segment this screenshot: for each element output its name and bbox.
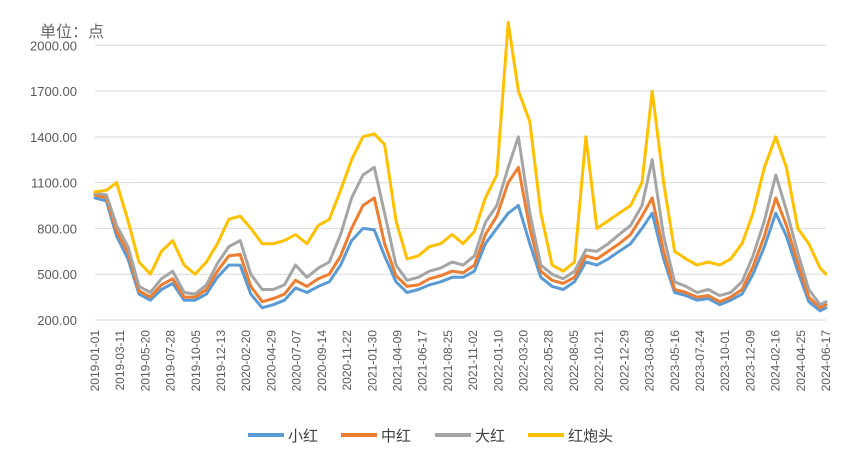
x-tick-label: 2020-02-20 bbox=[239, 330, 253, 392]
x-tick-label: 2023-07-24 bbox=[693, 330, 707, 392]
series-line-1 bbox=[93, 165, 828, 310]
x-tick-label: 2023-10-01 bbox=[718, 330, 732, 392]
x-tick-label: 2019-03-11 bbox=[113, 330, 127, 391]
y-tick-label: 2000.00 bbox=[30, 38, 77, 53]
x-tick-label: 2019-12-13 bbox=[214, 330, 228, 392]
x-tick-label: 2024-04-25 bbox=[794, 330, 808, 392]
legend-label-3: 红炮头 bbox=[568, 427, 613, 445]
x-axis-ticks: 2019-01-01 2019-03-11 2019-05-20 2019-07-28… bbox=[88, 330, 833, 392]
x-tick-label: 2019-05-20 bbox=[138, 330, 152, 392]
y-tick-label: 1100.00 bbox=[31, 176, 77, 191]
x-tick-label: 2022-12-29 bbox=[617, 330, 631, 392]
y-tick-label: 1700.00 bbox=[30, 84, 77, 99]
y-tick-label: 200.00 bbox=[37, 313, 77, 328]
x-tick-label: 2023-03-08 bbox=[643, 330, 657, 392]
legend: 小红 中红 大红 红炮头 bbox=[248, 427, 613, 445]
x-tick-label: 2021-06-17 bbox=[416, 330, 430, 392]
x-tick-label: 2020-11-22 bbox=[340, 330, 354, 391]
x-tick-label: 2022-01-10 bbox=[491, 330, 505, 392]
series-line-2 bbox=[93, 135, 828, 307]
x-tick-label: 2021-04-09 bbox=[390, 330, 404, 392]
x-tick-label: 2021-08-25 bbox=[441, 330, 455, 392]
y-tick-label: 500.00 bbox=[37, 267, 77, 282]
x-tick-label: 2020-09-14 bbox=[315, 330, 329, 392]
y-axis-ticks: 200.00 500.00 800.00 1100.00 1400.00 1700.00 2… bbox=[30, 38, 77, 328]
x-tick-label: 2019-01-01 bbox=[88, 330, 102, 392]
legend-label-1: 中红 bbox=[381, 427, 411, 445]
x-tick-label: 2021-01-30 bbox=[365, 330, 379, 392]
unit-label: 单位：点 bbox=[40, 22, 105, 41]
x-tick-label: 2023-12-09 bbox=[743, 330, 757, 392]
series-line-0 bbox=[93, 196, 828, 313]
x-tick-label: 2020-07-07 bbox=[290, 330, 304, 392]
y-tick-label: 800.00 bbox=[37, 221, 77, 236]
legend-label-0: 小红 bbox=[288, 427, 318, 445]
series-line-3 bbox=[93, 20, 828, 276]
x-tick-label: 2024-06-17 bbox=[819, 330, 833, 392]
x-tick-label: 2020-04-29 bbox=[264, 330, 278, 392]
legend-label-2: 大红 bbox=[475, 427, 505, 445]
x-tick-label: 2024-02-16 bbox=[769, 330, 783, 392]
x-tick-label: 2023-05-16 bbox=[668, 330, 682, 392]
x-tick-label: 2019-07-28 bbox=[164, 330, 178, 392]
x-tick-label: 2019-10-05 bbox=[189, 330, 203, 392]
x-tick-label: 2022-08-05 bbox=[567, 330, 581, 392]
x-tick-label: 2022-03-20 bbox=[517, 330, 531, 392]
x-tick-label: 2022-10-21 bbox=[592, 330, 606, 392]
series-lines bbox=[93, 20, 828, 313]
x-tick-label: 2022-05-28 bbox=[542, 330, 556, 392]
y-tick-label: 1400.00 bbox=[30, 130, 77, 145]
x-tick-label: 2021-11-02 bbox=[466, 330, 480, 391]
